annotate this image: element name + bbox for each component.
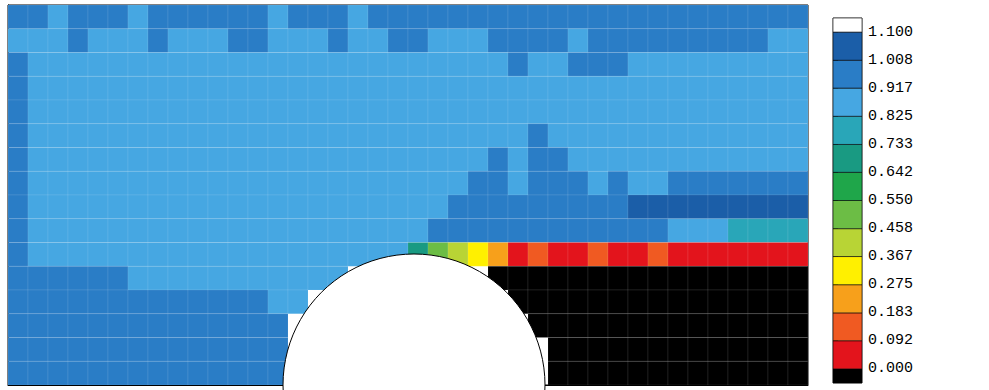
svg-text:0.642: 0.642	[868, 164, 913, 181]
svg-text:0.000: 0.000	[868, 360, 913, 377]
svg-text:1.100: 1.100	[868, 24, 913, 41]
svg-text:1.008: 1.008	[868, 52, 913, 69]
svg-text:0.917: 0.917	[868, 80, 913, 97]
svg-text:0.733: 0.733	[868, 136, 913, 153]
svg-text:0.458: 0.458	[868, 220, 913, 237]
svg-text:0.825: 0.825	[868, 108, 913, 125]
svg-text:0.550: 0.550	[868, 192, 913, 209]
svg-text:0.183: 0.183	[868, 304, 913, 321]
svg-text:0.092: 0.092	[868, 332, 913, 349]
svg-text:0.367: 0.367	[868, 248, 913, 265]
svg-text:0.275: 0.275	[868, 276, 913, 293]
